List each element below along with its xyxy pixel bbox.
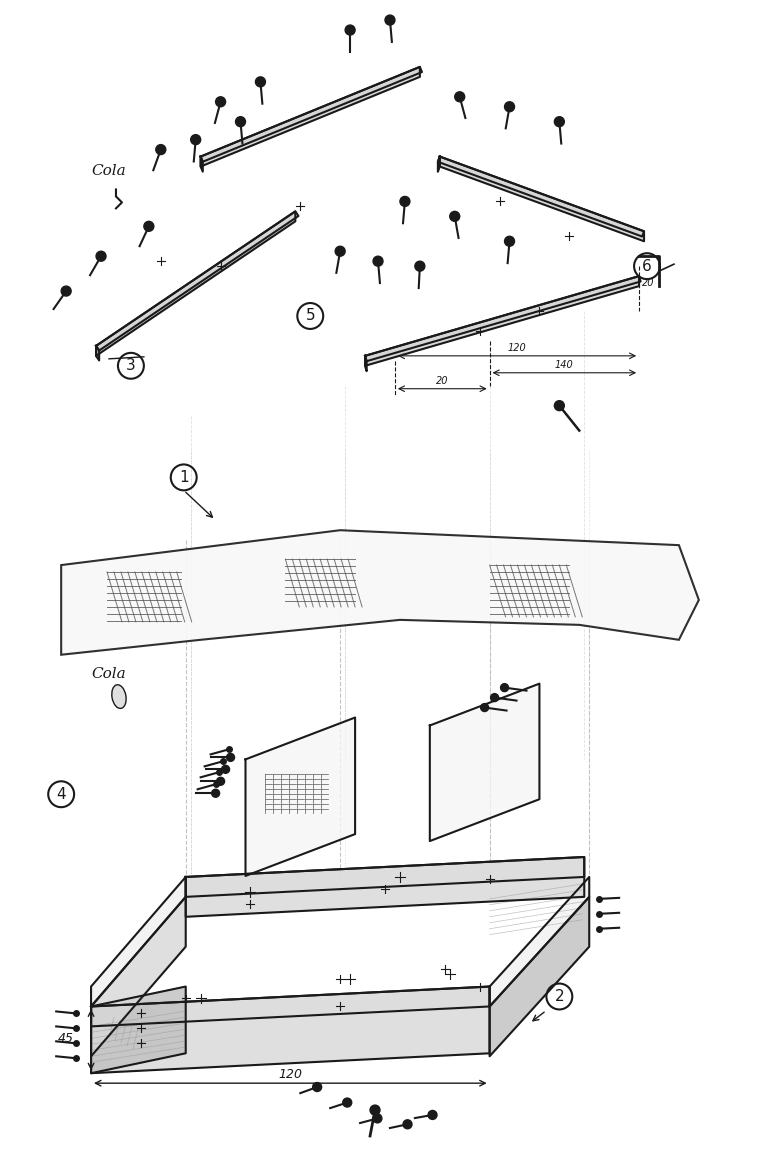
- Circle shape: [501, 684, 508, 692]
- Text: 5: 5: [305, 308, 315, 323]
- Polygon shape: [61, 530, 699, 655]
- Text: 1: 1: [179, 470, 188, 485]
- Polygon shape: [490, 877, 589, 1006]
- Circle shape: [335, 246, 345, 256]
- Circle shape: [373, 1114, 382, 1123]
- Circle shape: [555, 400, 565, 411]
- Polygon shape: [185, 857, 584, 917]
- Circle shape: [403, 1119, 412, 1129]
- Polygon shape: [490, 897, 589, 1056]
- Circle shape: [400, 197, 410, 206]
- Circle shape: [370, 1105, 380, 1115]
- Text: Cola: Cola: [91, 666, 126, 680]
- Circle shape: [216, 97, 226, 107]
- Polygon shape: [365, 276, 641, 361]
- Circle shape: [221, 766, 230, 773]
- Polygon shape: [96, 345, 99, 361]
- Text: 6: 6: [642, 259, 652, 274]
- Circle shape: [256, 77, 266, 87]
- Polygon shape: [201, 67, 420, 166]
- Polygon shape: [438, 157, 644, 237]
- Circle shape: [345, 25, 355, 35]
- Polygon shape: [201, 157, 203, 172]
- Circle shape: [449, 212, 460, 221]
- Polygon shape: [91, 986, 490, 1027]
- Circle shape: [343, 1098, 352, 1107]
- Polygon shape: [365, 276, 639, 365]
- Circle shape: [217, 778, 224, 786]
- Text: 140: 140: [555, 359, 574, 370]
- Text: 20: 20: [436, 376, 448, 385]
- Polygon shape: [246, 718, 355, 876]
- Polygon shape: [201, 67, 422, 162]
- Circle shape: [385, 15, 395, 25]
- Text: Cola: Cola: [91, 164, 126, 178]
- Circle shape: [227, 753, 234, 761]
- Circle shape: [504, 237, 514, 246]
- Circle shape: [96, 252, 106, 261]
- Polygon shape: [91, 986, 185, 1073]
- Circle shape: [156, 144, 166, 155]
- Text: 120: 120: [507, 343, 526, 352]
- Polygon shape: [365, 356, 366, 371]
- Circle shape: [236, 117, 246, 126]
- Circle shape: [555, 117, 565, 126]
- Circle shape: [481, 704, 488, 712]
- Circle shape: [455, 91, 465, 102]
- Polygon shape: [430, 684, 539, 841]
- Text: 45: 45: [58, 1032, 74, 1045]
- Circle shape: [415, 261, 425, 272]
- Polygon shape: [96, 212, 298, 350]
- Circle shape: [211, 789, 220, 797]
- Polygon shape: [438, 157, 439, 172]
- Polygon shape: [91, 897, 185, 1056]
- Ellipse shape: [112, 685, 126, 708]
- Circle shape: [144, 221, 154, 232]
- Polygon shape: [439, 157, 644, 241]
- Circle shape: [504, 102, 514, 111]
- Polygon shape: [91, 986, 490, 1073]
- Text: 2: 2: [555, 989, 564, 1004]
- Circle shape: [373, 256, 383, 266]
- Circle shape: [313, 1082, 322, 1091]
- Circle shape: [428, 1110, 437, 1119]
- Text: 4: 4: [56, 787, 66, 802]
- Text: 120: 120: [278, 1068, 302, 1081]
- Polygon shape: [91, 877, 185, 1006]
- Polygon shape: [96, 212, 295, 356]
- Circle shape: [61, 286, 71, 296]
- Circle shape: [191, 135, 201, 144]
- Text: 3: 3: [126, 358, 136, 374]
- Circle shape: [491, 693, 498, 701]
- Polygon shape: [185, 857, 584, 897]
- Text: 20: 20: [642, 278, 655, 288]
